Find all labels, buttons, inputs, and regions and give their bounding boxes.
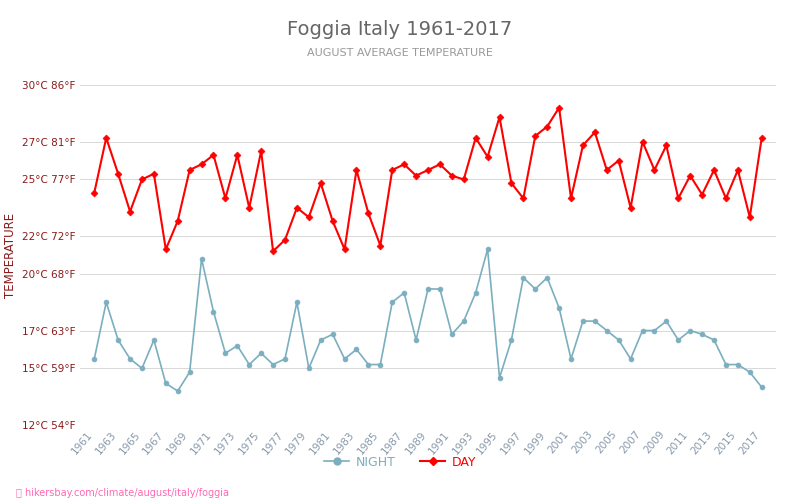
DAY [90, 190, 99, 196]
NIGHT [90, 356, 99, 362]
DAY [387, 167, 397, 173]
DAY [268, 248, 278, 254]
DAY [578, 142, 588, 148]
Line: NIGHT: NIGHT [92, 247, 764, 394]
NIGHT [578, 318, 588, 324]
NIGHT [566, 356, 576, 362]
NIGHT [280, 356, 290, 362]
NIGHT [173, 388, 182, 394]
DAY [280, 237, 290, 243]
DAY [566, 196, 576, 202]
NIGHT [114, 337, 123, 343]
Text: 📍 hikersbay.com/climate/august/italy/foggia: 📍 hikersbay.com/climate/august/italy/fog… [16, 488, 229, 498]
Text: AUGUST AVERAGE TEMPERATURE: AUGUST AVERAGE TEMPERATURE [307, 48, 493, 58]
NIGHT [126, 356, 135, 362]
DAY [126, 208, 135, 214]
Text: Foggia Italy 1961-2017: Foggia Italy 1961-2017 [287, 20, 513, 39]
DAY [114, 171, 123, 177]
DAY [554, 104, 564, 110]
Y-axis label: TEMPERATURE: TEMPERATURE [4, 212, 17, 298]
Legend: NIGHT, DAY: NIGHT, DAY [319, 451, 481, 474]
NIGHT [482, 246, 492, 252]
Line: DAY: DAY [92, 105, 764, 254]
DAY [757, 135, 766, 141]
NIGHT [757, 384, 766, 390]
NIGHT [387, 299, 397, 305]
